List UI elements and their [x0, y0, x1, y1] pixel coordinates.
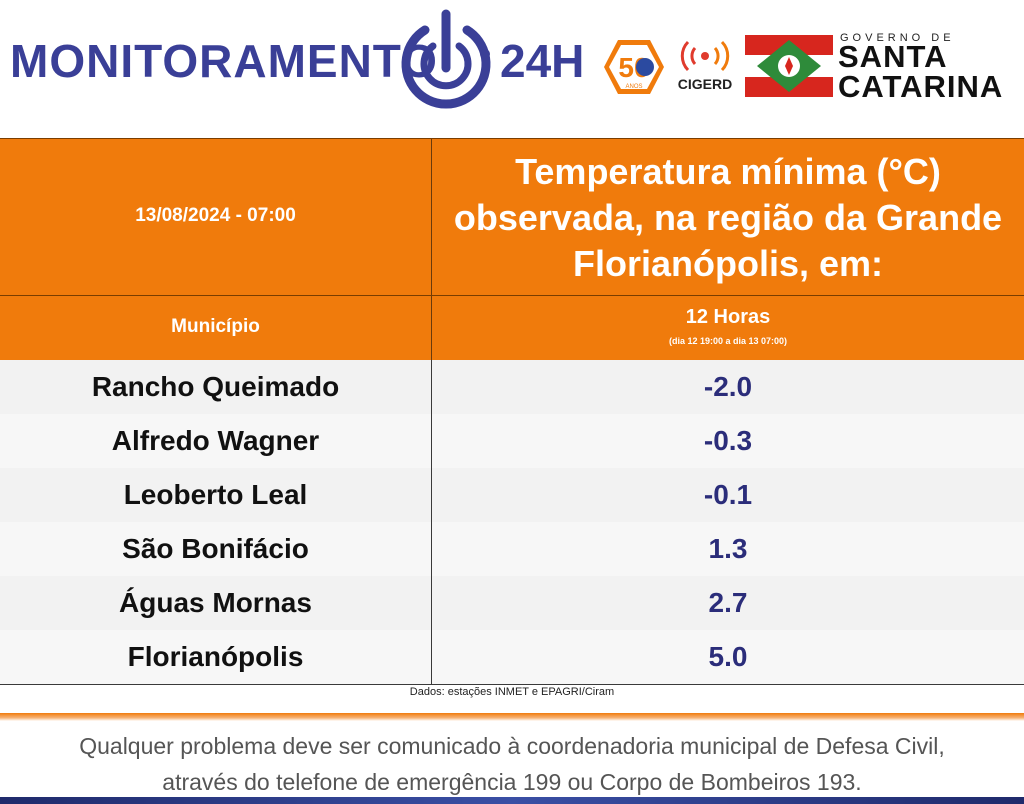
temperature-cell: 5.0: [708, 641, 748, 672]
municipio-cell: Alfredo Wagner: [111, 425, 320, 456]
table-row: São Bonifácio 1.3: [0, 522, 1024, 577]
temperature-cell: -2.0: [703, 371, 753, 402]
municipio-cell: Florianópolis: [127, 641, 304, 672]
municipio-cell: Rancho Queimado: [91, 371, 340, 402]
table-title: Temperatura mínima (°C) observada, na re…: [453, 151, 1003, 284]
temperature-cell: -0.1: [703, 479, 753, 510]
footer-line-1: Qualquer problema deve ser comunicado à …: [79, 733, 945, 759]
municipio-cell: Leoberto Leal: [123, 479, 308, 510]
data-source-note: Dados: estações INMET e EPAGRI/Ciram: [409, 686, 615, 698]
header: MONITORAMENTO 24H 50 ANOS CIGERD GOVERNO…: [0, 0, 1024, 138]
footer-line-2: através do telefone de emergência 199 ou…: [162, 769, 862, 795]
power-icon: [401, 9, 491, 109]
table-row: Alfredo Wagner -0.3: [0, 414, 1024, 469]
fifty-years-logo: 50 ANOS: [604, 40, 664, 94]
temperature-cell: -0.3: [703, 425, 753, 456]
signal-icon: [680, 40, 730, 72]
table-header-band: Município 12 Horas (dia 12 19:00 a dia 1…: [0, 295, 1024, 361]
santa-catarina-flag-icon: [745, 35, 833, 97]
temperature-cell: 2.7: [708, 587, 748, 618]
column-divider: [431, 296, 432, 361]
anos-text: ANOS: [625, 84, 642, 90]
gov-small-label: GOVERNO DE: [840, 32, 955, 44]
gov-name-line1: SANTA: [838, 39, 948, 74]
table-row: Leoberto Leal -0.1: [0, 468, 1024, 523]
bottom-bar: [0, 797, 1024, 804]
footer-notice: Qualquer problema deve ser comunicado à …: [0, 728, 1024, 800]
gov-name: SANTA CATARINA: [838, 39, 1004, 104]
table-row: Águas Mornas 2.7: [0, 576, 1024, 631]
municipio-cell: São Bonifácio: [122, 533, 309, 564]
cigerd-label: CIGERD: [677, 76, 733, 92]
column-divider: [431, 139, 432, 296]
table-title-band: 13/08/2024 - 07:00 Temperatura mínima (°…: [0, 138, 1024, 296]
brand-24h: 24H: [500, 35, 585, 87]
footer-divider: [0, 713, 1024, 721]
table-row: Rancho Queimado -2.0: [0, 360, 1024, 415]
column-header-period: (dia 12 19:00 a dia 13 07:00): [668, 336, 788, 346]
brand-title: MONITORAMENTO: [10, 35, 438, 87]
municipio-cell: Águas Mornas: [119, 587, 312, 618]
table-row: Florianópolis 5.0: [0, 630, 1024, 685]
column-header-hours: 12 Horas: [685, 306, 771, 328]
column-header-municipio: Município: [171, 316, 260, 337]
gov-name-line2: CATARINA: [838, 69, 1004, 104]
report-date: 13/08/2024 - 07:00: [135, 205, 296, 226]
temperature-cell: 1.3: [708, 533, 748, 564]
